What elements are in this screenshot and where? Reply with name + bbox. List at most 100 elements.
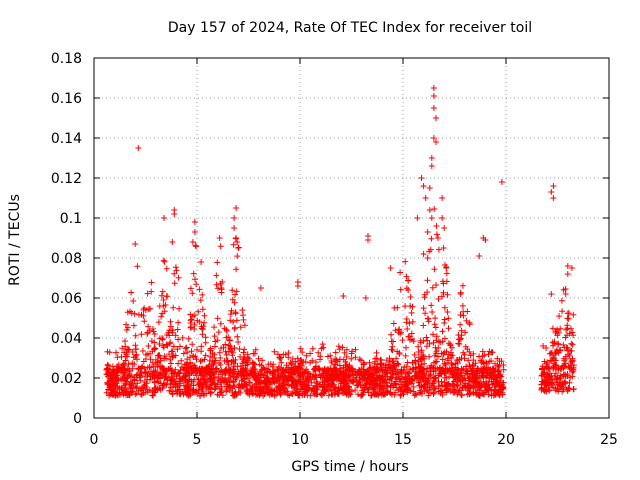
data-point (171, 270, 178, 277)
data-point (206, 375, 213, 382)
data-point (201, 312, 208, 319)
data-point (170, 304, 177, 311)
data-point (550, 195, 557, 201)
data-point (126, 367, 133, 374)
data-point (149, 388, 156, 394)
data-point (396, 369, 403, 376)
data-point (254, 391, 261, 398)
data-point (223, 379, 229, 386)
data-point (385, 361, 392, 368)
data-point (544, 371, 551, 378)
data-point (549, 325, 556, 332)
data-point (223, 357, 230, 364)
data-point (360, 361, 367, 368)
data-point (300, 368, 306, 375)
data-point (287, 374, 294, 381)
data-point (379, 379, 386, 386)
data-point (143, 384, 150, 390)
data-point (570, 366, 577, 373)
data-point (388, 346, 395, 353)
data-point (160, 297, 167, 303)
data-point (433, 282, 439, 288)
data-point (435, 296, 442, 302)
data-point (231, 215, 238, 221)
data-point (343, 372, 350, 379)
data-point (230, 378, 237, 385)
data-point (226, 337, 233, 344)
data-point (402, 258, 409, 265)
data-point (433, 337, 440, 344)
data-point (496, 391, 503, 398)
data-point (139, 348, 146, 354)
data-point (187, 311, 194, 318)
data-point (291, 382, 298, 389)
data-point (395, 329, 402, 336)
data-point (105, 362, 112, 369)
data-point (122, 338, 128, 345)
data-point (251, 350, 258, 357)
data-point (335, 390, 341, 397)
data-point (479, 390, 486, 396)
data-point (411, 351, 418, 358)
y-tick-label: 0 (73, 411, 82, 427)
data-point (236, 382, 243, 389)
data-point (465, 357, 472, 364)
data-point (450, 374, 456, 381)
data-point (454, 382, 461, 389)
data-point (405, 287, 412, 293)
data-point (279, 367, 286, 373)
data-point (227, 343, 234, 350)
data-point (355, 368, 362, 375)
data-point (208, 389, 214, 396)
data-point (407, 294, 414, 300)
data-point (410, 338, 417, 345)
data-point (317, 356, 323, 363)
data-point (389, 343, 396, 350)
data-point (134, 356, 140, 363)
data-point (470, 384, 477, 391)
data-point (421, 294, 428, 301)
data-point (227, 367, 234, 374)
data-point (321, 366, 328, 373)
data-point (486, 378, 492, 385)
data-point (170, 370, 177, 377)
data-point (133, 372, 140, 379)
data-point (417, 379, 423, 385)
data-point (175, 360, 182, 367)
data-point (172, 332, 179, 339)
data-point (441, 304, 448, 311)
data-point (311, 376, 318, 383)
data-point (348, 355, 355, 362)
data-point (161, 374, 168, 381)
data-point (223, 334, 230, 341)
data-point (171, 371, 178, 378)
data-point (359, 391, 366, 398)
data-point (193, 281, 200, 288)
data-point (423, 334, 430, 341)
data-point (161, 258, 168, 265)
data-point (409, 318, 416, 325)
data-point (164, 342, 171, 349)
y-tick-label: 0.12 (51, 171, 82, 187)
data-point (152, 345, 159, 352)
data-point (439, 215, 446, 221)
data-point (428, 365, 435, 372)
data-point (128, 289, 135, 296)
data-point (304, 374, 311, 380)
data-point (377, 356, 384, 363)
data-point (231, 393, 238, 399)
data-point (397, 368, 404, 375)
data-point (439, 328, 446, 335)
data-point (303, 366, 310, 373)
data-point (227, 317, 234, 324)
data-point (424, 255, 431, 261)
data-point (389, 371, 396, 377)
data-point (419, 366, 426, 373)
data-point (156, 335, 163, 342)
data-point (397, 286, 404, 293)
data-point (233, 317, 240, 324)
data-point (180, 350, 187, 357)
data-point (393, 355, 400, 362)
data-point (222, 370, 229, 377)
data-point (443, 270, 450, 277)
